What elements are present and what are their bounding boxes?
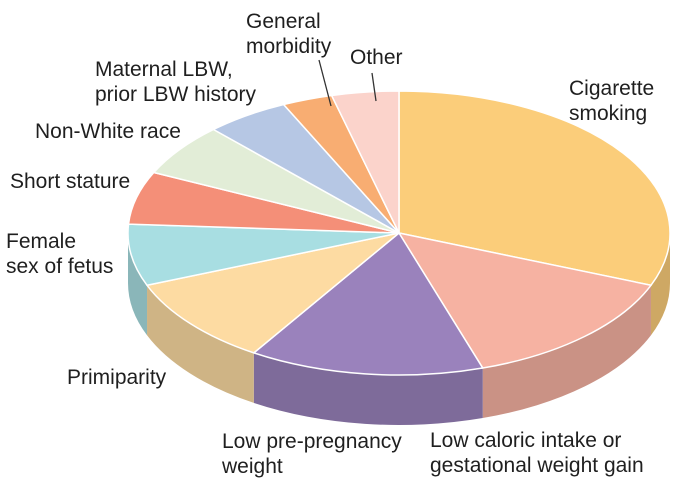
slice-label-primiparity: Primiparity (67, 366, 167, 389)
pie-slice-female-sex-of-fetus (127, 223, 400, 287)
pie-slice-cigarette-smoking (398, 90, 671, 287)
pie-side-low-pre-pregnancy-weight (253, 352, 483, 425)
slice-label-cigarette-smoking: Cigarette smoking (569, 77, 654, 125)
pie-side-female-sex-of-fetus (128, 233, 148, 336)
leader-line-general-morbidity (318, 59, 332, 107)
slice-label-low-pre-pregnancy-weight: Low pre-pregnancy weight (221, 430, 402, 478)
slice-label-short-stature: Short stature (10, 170, 130, 193)
slice-label-non-white-race: Non-White race (35, 120, 181, 143)
slice-label-maternal-lbw-prior-lbw-history: Maternal LBW, prior LBW history (95, 58, 257, 106)
pie-slice-primiparity (146, 232, 400, 354)
pie-slice-low-pre-pregnancy-weight (253, 232, 484, 376)
slice-label-low-caloric-intake-or-gestational-weight-gain: Low caloric intake or gestational weight … (430, 429, 644, 477)
slice-label-general-morbidity: General morbidity (246, 10, 332, 58)
pie-depth-sides (128, 233, 670, 425)
pie-side-primiparity (147, 285, 254, 403)
leader-line-other (371, 72, 377, 102)
pie-side-cigarette-smoking (650, 233, 670, 336)
slice-labels: Cigarette smoking Low caloric intake or ges… (6, 10, 654, 478)
pie-slices (127, 90, 671, 376)
label-leader-lines (318, 59, 377, 107)
slice-label-female-sex-of-fetus: Female sex of fetus (6, 230, 113, 278)
pie-side-low-caloric-intake-or-gestational-weight-gain (482, 285, 651, 419)
pie-slice-other (330, 90, 400, 234)
slice-label-other: Other (350, 46, 403, 69)
